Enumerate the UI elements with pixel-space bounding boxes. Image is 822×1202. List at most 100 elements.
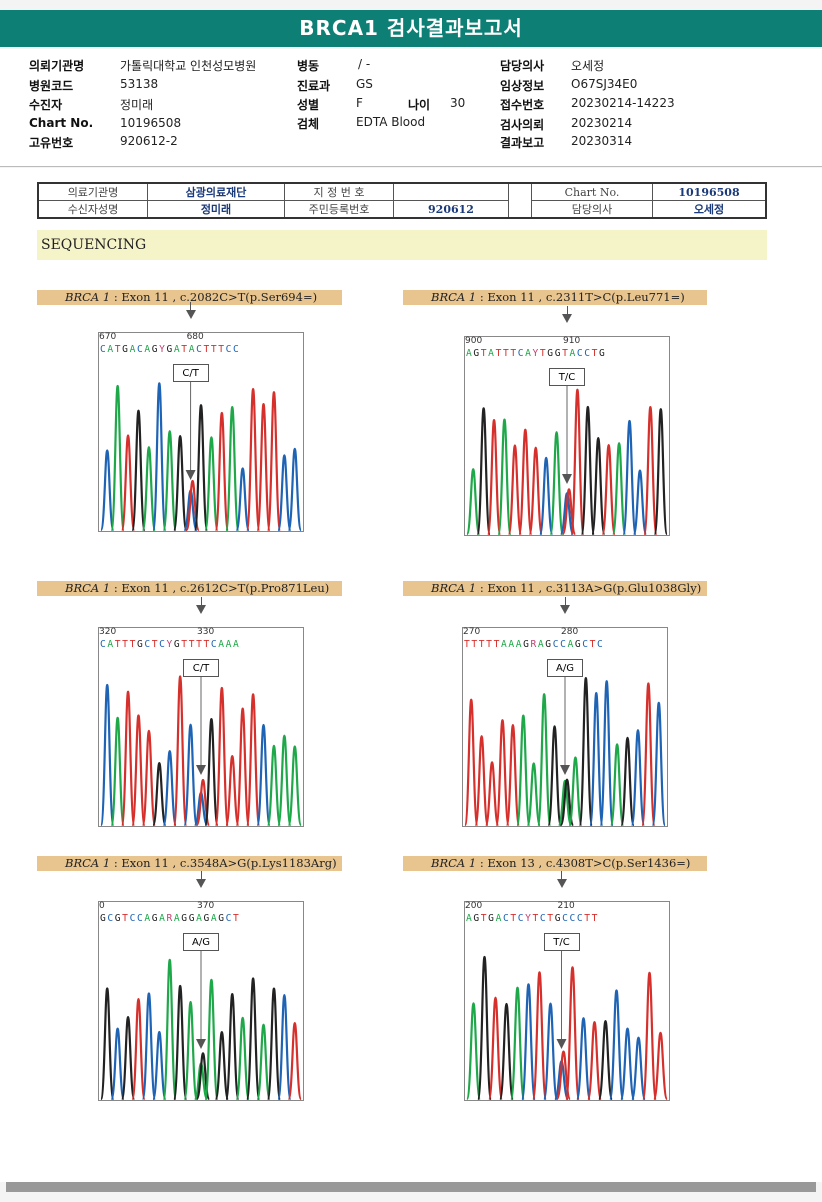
position-label: 270	[463, 627, 481, 637]
trace-peak	[141, 446, 157, 532]
base-letter: C	[562, 913, 570, 924]
base-letter: T	[122, 639, 130, 650]
trace-peak	[597, 1020, 614, 1101]
trace-peak	[517, 428, 533, 536]
base-letter: T	[562, 348, 570, 359]
position-arrow-icon	[562, 314, 572, 323]
base-letter: C	[552, 639, 561, 650]
base-letter: G	[554, 348, 563, 359]
base-letter: T	[532, 913, 540, 924]
value-hospital-code: 53138	[120, 77, 159, 91]
variant-description: : Exon 11 , c.2612C>T(p.Pro871Leu)	[110, 581, 330, 595]
cell-value	[393, 182, 509, 201]
base-letter: A	[225, 639, 234, 650]
section-sequencing: SEQUENCING	[37, 230, 767, 260]
value-age: 30	[450, 96, 466, 110]
base-letter: T	[493, 639, 501, 650]
trace-peak	[110, 384, 125, 532]
position-arrow-icon	[196, 605, 206, 614]
base-letter: A	[508, 639, 516, 650]
trace-peak	[520, 983, 537, 1101]
value-clinical-info: O67SJ34E0	[571, 77, 638, 91]
value-ward: / -	[358, 57, 371, 71]
variant-description: : Exon 11 , c.3548A>G(p.Lys1183Arg)	[110, 856, 337, 870]
trace-peak	[266, 391, 282, 532]
trace-peak	[601, 443, 617, 536]
label-department: 진료과	[297, 79, 331, 93]
base-letter: C	[597, 639, 605, 650]
base-letter: A	[144, 913, 152, 924]
base-letter: G	[599, 348, 607, 359]
trace-peak	[643, 405, 658, 536]
trace-peak	[651, 701, 667, 827]
position-arrow-icon	[556, 879, 567, 888]
base-letter: G	[473, 348, 481, 359]
trace-peak	[641, 682, 656, 827]
cell-label: 지 정 번 호	[284, 182, 394, 201]
base-letter: A	[500, 639, 509, 650]
base-letter: T	[122, 913, 130, 924]
position-label: 330	[197, 627, 215, 637]
base-letter: T	[114, 639, 123, 650]
base-letter: G	[188, 913, 197, 924]
base-letter: T	[539, 348, 548, 359]
base-letter: A	[537, 639, 546, 650]
base-letter: A	[466, 348, 474, 359]
base-letter: C	[136, 913, 145, 924]
base-letter: T	[486, 639, 494, 650]
base-letter: G	[218, 913, 226, 924]
base-letter: C	[144, 639, 152, 650]
trace-peak	[120, 1015, 136, 1101]
trace-peak	[515, 714, 531, 827]
trace-peak	[599, 680, 615, 827]
trace-peak	[547, 725, 562, 827]
chromatogram: 200 210 AGTGACTCYTCTGCCCTT T/C	[464, 871, 670, 1101]
position-label: 910	[563, 336, 581, 346]
trace-peak	[99, 449, 115, 532]
base-letter: A	[107, 639, 115, 650]
base-letter: G	[100, 913, 108, 924]
base-letter: G	[136, 639, 145, 650]
trace-peak	[277, 454, 292, 532]
trace-peak	[557, 779, 573, 827]
label-patient: 수진자	[29, 98, 63, 112]
genotype-call-box: A/G	[547, 659, 583, 677]
value-department: GS	[356, 77, 373, 91]
base-letter: T	[480, 348, 489, 359]
genotype-call-box: T/C	[543, 933, 580, 951]
cell-label: 주민등록번호	[284, 200, 394, 219]
base-letter: T	[203, 344, 211, 355]
base-letter: A	[569, 348, 577, 359]
trace-peak	[235, 467, 251, 532]
label-institution: 의뢰기관명	[29, 59, 85, 73]
base-letter: T	[210, 344, 219, 355]
gene-name: BRCA 1	[65, 581, 111, 595]
base-letter: T	[510, 913, 518, 924]
base-letter: C	[225, 344, 234, 355]
variant-label: BRCA 1 : Exon 11 , c.2612C>T(p.Pro871Leu…	[37, 581, 342, 596]
base-letter: C	[576, 348, 585, 359]
value-specimen: EDTA Blood	[356, 115, 426, 129]
trace-peak	[224, 993, 240, 1101]
base-letter: G	[473, 913, 481, 924]
base-letter: C	[225, 913, 234, 924]
base-letter: T	[203, 639, 211, 650]
position-arrow-icon	[185, 310, 196, 319]
cell-label: 담당의사	[531, 200, 653, 219]
trace-peak	[162, 430, 178, 532]
position-arrow-stem	[200, 871, 202, 880]
trace-peak	[256, 1023, 271, 1101]
trace-peak	[528, 446, 544, 536]
cell-label: Chart No.	[531, 182, 653, 201]
gene-name: BRCA 1	[65, 290, 111, 304]
trace-peak	[277, 734, 292, 827]
trace-peak	[224, 755, 240, 827]
gene-name: BRCA 1	[65, 856, 111, 870]
base-letter: T	[510, 348, 518, 359]
variant-pointer-arrowhead	[562, 474, 572, 484]
trace-peak	[538, 456, 554, 536]
base-letter: T	[591, 913, 600, 924]
base-letter: T	[129, 639, 137, 650]
base-letter: T	[478, 639, 487, 650]
trace-peak	[235, 707, 251, 827]
